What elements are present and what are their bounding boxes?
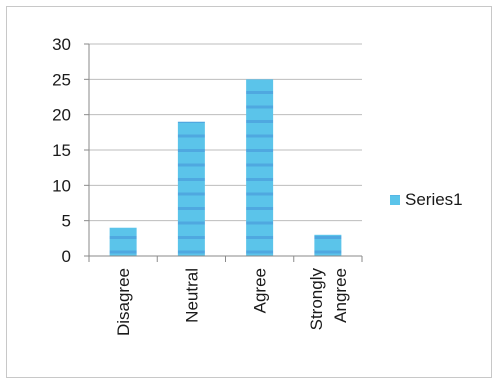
x-category-label: Disagree	[114, 268, 133, 336]
axes	[84, 43, 363, 262]
y-tick-label: 15	[52, 141, 71, 160]
bar	[246, 79, 274, 256]
bar	[177, 121, 205, 256]
legend-swatch	[390, 195, 400, 205]
x-category-labels: Disagree Neutral Agree Strongly Angree	[114, 268, 350, 337]
x-category-label: Agree	[251, 268, 270, 313]
bar	[314, 234, 342, 256]
y-tick-label: 0	[62, 247, 71, 266]
x-category-label: Neutral	[182, 268, 201, 323]
y-tick-labels: 0 5 10 15 20 25 30	[52, 35, 71, 266]
x-category-label: Angree	[331, 268, 350, 323]
x-category-label: Strongly	[307, 268, 326, 331]
legend-label: Series1	[405, 190, 463, 209]
y-tick-label: 5	[62, 212, 71, 231]
y-tick-label: 30	[52, 35, 71, 54]
gridlines	[89, 43, 362, 222]
bar	[109, 227, 137, 256]
legend: Series1	[390, 190, 463, 209]
bars	[109, 79, 342, 256]
y-tick-label: 25	[52, 70, 71, 89]
y-tick-label: 20	[52, 106, 71, 125]
y-tick-label: 10	[52, 176, 71, 195]
